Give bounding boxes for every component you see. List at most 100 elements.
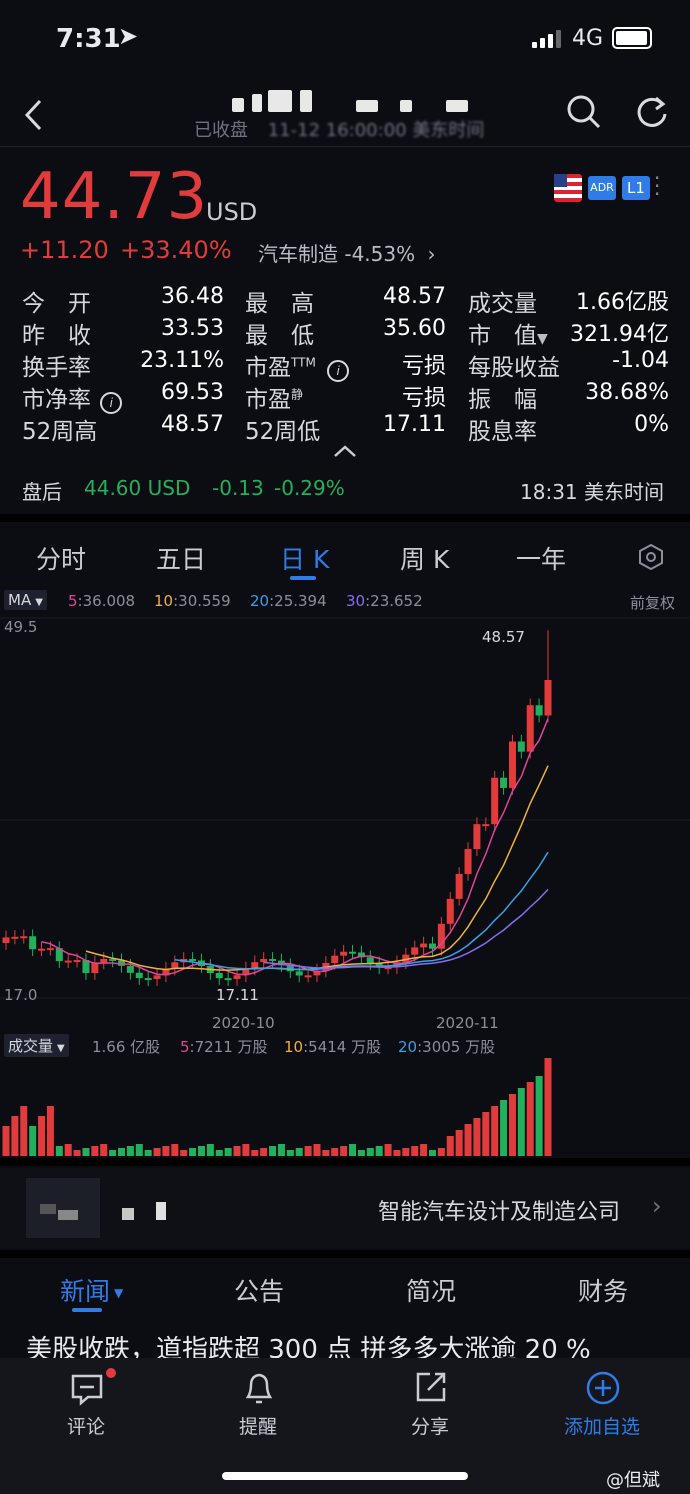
- candle-body: [331, 955, 339, 963]
- stats-grid: 今 开 36.48 最 高 48.57 成交量 1.66亿股 昨 收 33.53…: [0, 280, 690, 445]
- info-icon[interactable]: i: [327, 360, 350, 382]
- company-row[interactable]: 智能汽车设计及制造公司 ›: [0, 1168, 690, 1248]
- tab-daily-k[interactable]: 日 K: [280, 545, 330, 574]
- chart-settings-icon[interactable]: [638, 544, 664, 570]
- candle-body: [349, 951, 357, 954]
- stat-value-high: 48.57: [383, 284, 446, 309]
- ma30-readout: 30:23.652: [346, 592, 423, 610]
- volume-bar-mark: [544, 1058, 552, 1156]
- company-logo-obscured: [26, 1178, 100, 1238]
- ma20-value: :25.394: [269, 592, 327, 610]
- info-icon[interactable]: i: [100, 392, 123, 414]
- chevron-right-icon: ›: [652, 1192, 662, 1220]
- stat-label-dividend: 股息率: [468, 419, 537, 445]
- level-badge[interactable]: L1: [622, 176, 650, 200]
- ma10-key: 10: [154, 592, 174, 610]
- tab-weekly-k[interactable]: 周 K: [400, 545, 450, 574]
- tab-news[interactable]: 新闻 ▼: [60, 1272, 123, 1308]
- candle-body: [544, 680, 552, 716]
- add-circle-icon: [586, 1371, 620, 1405]
- collapse-chevron-icon[interactable]: [333, 444, 357, 458]
- volume-bar-mark: [446, 1136, 454, 1156]
- refresh-icon[interactable]: [634, 94, 670, 130]
- pe-ttm-label: 市盈: [245, 355, 291, 381]
- news-tabs: 新闻 ▼ 公告 简况 财务: [0, 1270, 690, 1314]
- stat-label-market-cap[interactable]: 市 值▼: [468, 316, 548, 350]
- ma-selector[interactable]: MA ▼: [4, 590, 47, 610]
- volume-bar-mark: [242, 1144, 250, 1156]
- after-hours-change: -0.13: [212, 476, 264, 500]
- share-button[interactable]: 分享: [370, 1366, 490, 1438]
- price-currency: USD: [206, 198, 258, 226]
- volume-bar-mark: [11, 1116, 19, 1156]
- add-watchlist-label: 添加自选: [563, 1416, 640, 1438]
- vol-ma10-readout: 10:5414 万股: [284, 1036, 381, 1057]
- volume-bar-mark: [215, 1150, 223, 1156]
- volume-bar-mark: [206, 1144, 214, 1156]
- stock-title-obscured: [232, 90, 472, 114]
- volume-bar-mark: [180, 1150, 188, 1156]
- tab-one-year[interactable]: 一年: [516, 545, 567, 574]
- tab-five-day[interactable]: 五日: [156, 545, 207, 574]
- volume-selector-label: 成交量: [8, 1037, 54, 1055]
- candle-body: [109, 959, 117, 962]
- stat-value-low: 35.60: [383, 316, 446, 341]
- candle-body: [260, 958, 268, 963]
- candle-body: [455, 873, 463, 899]
- add-watchlist-button[interactable]: 添加自选: [542, 1366, 662, 1438]
- tab-announcements[interactable]: 公告: [234, 1277, 285, 1306]
- active-tab-indicator: [290, 576, 316, 580]
- tab-financials[interactable]: 财务: [578, 1277, 629, 1306]
- comment-button[interactable]: 评论: [26, 1366, 146, 1438]
- back-icon[interactable]: [22, 98, 48, 132]
- stat-label-52w-low: 52周低: [245, 419, 321, 445]
- volume-bar-mark: [464, 1124, 472, 1156]
- caret-down-icon: ▼: [57, 1043, 65, 1054]
- after-hours-price: 44.60 USD: [84, 476, 191, 500]
- volume-bar-mark: [38, 1116, 46, 1156]
- candle-body: [304, 975, 312, 978]
- active-news-indicator: [72, 1308, 102, 1312]
- candle-body: [366, 957, 374, 964]
- volume-bar-mark: [144, 1150, 152, 1156]
- market-timestamp: 11-12 16:00:00 美东时间: [267, 120, 485, 141]
- vol-ma5-key: 5: [180, 1038, 190, 1056]
- volume-bar: 成交量 ▼ 1.66 亿股 5:7211 万股 10:5414 万股 20:300…: [0, 1034, 690, 1057]
- stat-value-open: 36.48: [161, 284, 224, 309]
- candle-body: [144, 978, 152, 981]
- candlestick-chart[interactable]: 49.5 17.0 48.57 17.11 2020-10 2020-11: [0, 614, 690, 1034]
- pb-label: 市净率: [22, 387, 91, 413]
- stat-label-low: 最 低: [245, 323, 314, 349]
- vol-ma10-key: 10: [284, 1038, 304, 1056]
- sector-link[interactable]: 汽车制造 -4.53% ›: [258, 238, 435, 267]
- vol-ma5-value: :7211 万股: [189, 1038, 268, 1056]
- price-adjust-mode[interactable]: 前复权: [630, 594, 676, 612]
- tab-intraday[interactable]: 分时: [36, 545, 87, 574]
- volume-bar-mark: [109, 1150, 117, 1156]
- news-headline[interactable]: 美股收跌，道指跌超 300 点 拼多多大涨逾 20 %: [26, 1330, 666, 1358]
- after-hours-row: 盘后 44.60 USD -0.13 -0.29% 18:31 美东时间: [0, 474, 690, 504]
- search-icon[interactable]: [566, 94, 602, 130]
- price-axis-bottom: 17.0: [4, 986, 38, 1004]
- company-name-obscured: [156, 1202, 166, 1220]
- ma10-line: [85, 765, 549, 971]
- volume-chart[interactable]: [0, 1056, 690, 1156]
- volume-selector[interactable]: 成交量 ▼: [4, 1034, 69, 1057]
- vol-ma20-readout: 20:3005 万股: [398, 1036, 495, 1057]
- volume-bar-mark: [473, 1118, 481, 1156]
- stat-value-volume: 1.66亿股: [576, 290, 669, 315]
- candle-body: [20, 936, 28, 939]
- volume-bar-mark: [277, 1144, 285, 1156]
- more-icon[interactable]: · · ·: [654, 166, 661, 206]
- candle-body: [126, 965, 134, 973]
- tab-overview[interactable]: 简况: [406, 1277, 457, 1306]
- volume-bar-mark: [455, 1130, 463, 1156]
- alert-button[interactable]: 提醒: [198, 1366, 318, 1438]
- volume-bar-mark: [366, 1148, 374, 1156]
- network-type: 4G: [572, 26, 604, 51]
- candle-body: [482, 824, 490, 827]
- volume-bar-mark: [535, 1076, 543, 1156]
- vol-ma20-key: 20: [398, 1038, 418, 1056]
- candle-body: [242, 968, 250, 976]
- stat-label-52w-high: 52周高: [22, 419, 98, 445]
